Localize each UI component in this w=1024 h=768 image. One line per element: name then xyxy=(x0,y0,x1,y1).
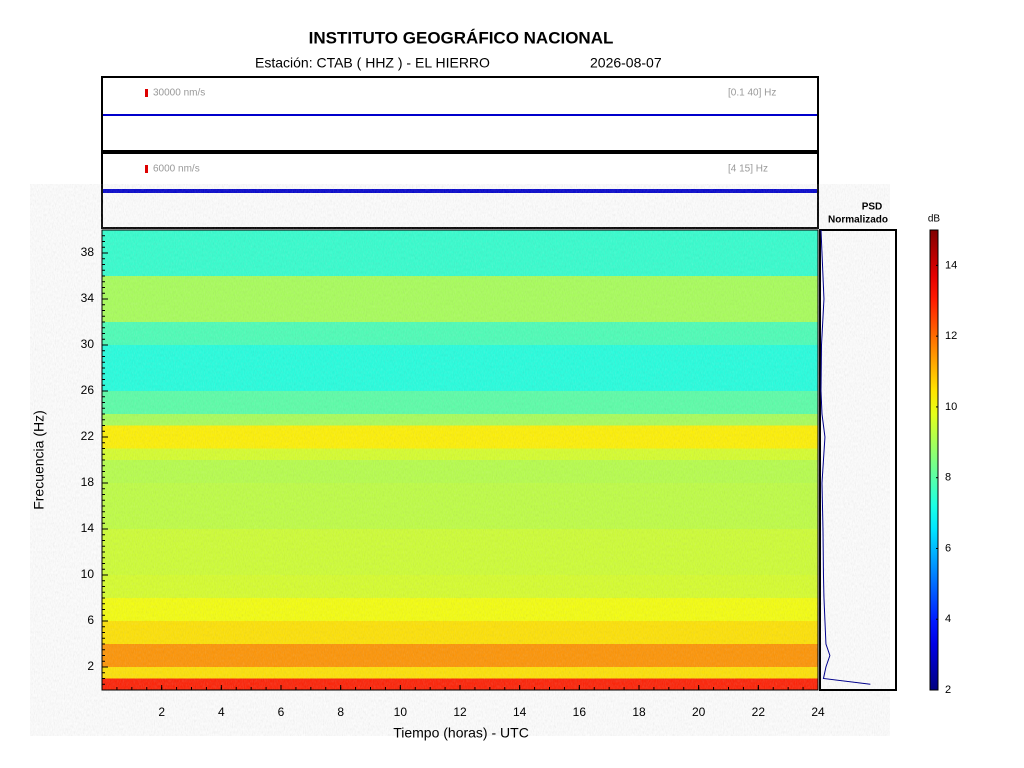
x-tick-label: 18 xyxy=(632,705,646,719)
y-tick-label: 34 xyxy=(81,291,95,305)
filter-label: [0.1 40] Hz xyxy=(728,88,776,99)
psd-title: PSD xyxy=(862,202,883,213)
x-tick-label: 10 xyxy=(394,705,408,719)
x-axis-label: Tiempo (horas) - UTC xyxy=(393,725,529,741)
colorbar-tick-label: 12 xyxy=(945,330,957,342)
y-tick-label: 38 xyxy=(81,245,95,259)
date: 2026-08-07 xyxy=(590,55,662,71)
colorbar-tick-label: 14 xyxy=(945,259,957,271)
psd-frame xyxy=(819,229,897,691)
x-tick-label: 24 xyxy=(811,705,825,719)
colorbar-tick-label: 2 xyxy=(945,684,951,696)
trace-panel xyxy=(101,152,819,229)
colorbar-tick-label: 4 xyxy=(945,613,951,625)
scale-label: 30000 nm/s xyxy=(153,88,205,99)
colorbar-label: dB xyxy=(928,214,941,225)
scale-label: 6000 nm/s xyxy=(153,164,200,175)
colorbar xyxy=(929,229,939,691)
colorbar-tick-label: 8 xyxy=(945,472,951,484)
y-tick-label: 14 xyxy=(81,521,95,535)
y-tick-label: 30 xyxy=(81,337,95,351)
y-tick-label: 22 xyxy=(81,429,95,443)
trace-panel xyxy=(101,76,819,152)
y-tick-label: 6 xyxy=(87,613,94,627)
x-tick-label: 4 xyxy=(218,705,225,719)
psd-title: Normalizado xyxy=(828,215,888,226)
colorbar-tick-label: 10 xyxy=(945,401,957,413)
station: Estación: CTAB ( HHZ ) - EL HIERRO xyxy=(255,55,490,71)
trace xyxy=(103,189,817,193)
y-tick-label: 26 xyxy=(81,383,95,397)
y-axis-label: Frecuencia (Hz) xyxy=(31,410,47,510)
x-tick-label: 8 xyxy=(337,705,344,719)
x-tick-label: 6 xyxy=(278,705,285,719)
colorbar-tick-label: 6 xyxy=(945,542,951,554)
x-tick-label: 14 xyxy=(513,705,527,719)
texture xyxy=(102,230,818,690)
y-tick-label: 10 xyxy=(81,567,95,581)
title: INSTITUTO GEOGRÁFICO NACIONAL xyxy=(309,28,614,47)
x-tick-label: 16 xyxy=(573,705,587,719)
x-tick-label: 12 xyxy=(453,705,467,719)
filter-label: [4 15] Hz xyxy=(728,164,768,175)
scale-marker xyxy=(145,89,148,97)
scale-marker xyxy=(145,165,148,173)
x-tick-label: 2 xyxy=(158,705,165,719)
y-tick-label: 2 xyxy=(87,659,94,673)
trace xyxy=(103,114,817,116)
x-tick-label: 22 xyxy=(752,705,766,719)
y-tick-label: 18 xyxy=(81,475,95,489)
x-tick-label: 20 xyxy=(692,705,706,719)
psd-line xyxy=(820,229,871,685)
